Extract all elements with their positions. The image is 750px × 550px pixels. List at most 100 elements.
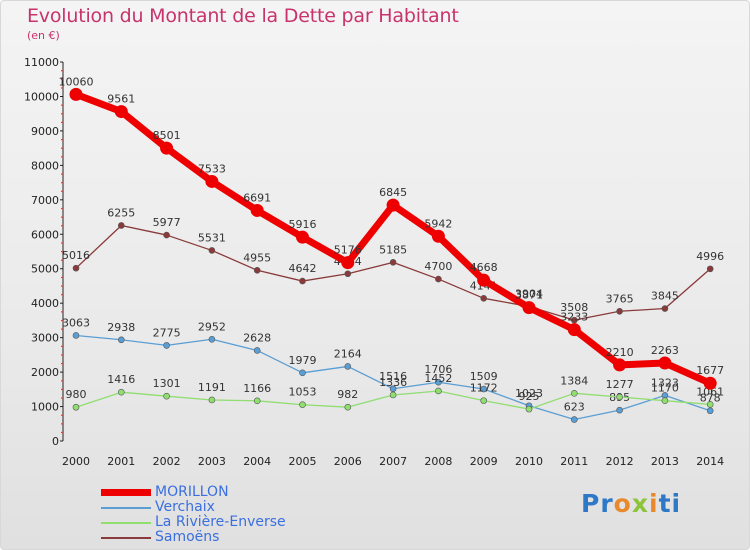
- data-point: [431, 229, 445, 243]
- data-point: [386, 198, 400, 212]
- y-minor-tick: [61, 276, 63, 279]
- data-label: 925: [519, 390, 540, 403]
- data-label: 1023: [515, 387, 543, 400]
- data-label: 4955: [243, 251, 271, 264]
- data-label: 3233: [560, 311, 588, 324]
- y-tick-label: 4000: [31, 297, 59, 310]
- data-point: [389, 391, 397, 399]
- y-minor-tick: [61, 362, 63, 365]
- line-chart: 0100020003000400050006000700080009000100…: [24, 56, 724, 468]
- data-label: 7533: [198, 162, 226, 175]
- y-minor-tick: [61, 431, 63, 434]
- data-label: 4700: [424, 260, 452, 273]
- y-tick-label: 0: [52, 435, 59, 448]
- y-minor-tick: [61, 139, 63, 141]
- legend-item: La Rivière-Enverse: [101, 515, 341, 530]
- y-minor-tick: [61, 328, 63, 330]
- data-label: 1509: [470, 370, 498, 383]
- brand-part: x: [631, 489, 649, 518]
- data-point: [616, 393, 623, 401]
- data-label: 1323: [651, 376, 679, 389]
- brand-logo: Proxiti: [581, 489, 681, 518]
- x-tick-label: 2005: [289, 455, 317, 468]
- data-point: [341, 256, 355, 270]
- x-tick-label: 2011: [560, 455, 588, 468]
- data-point: [296, 230, 309, 244]
- y-tick-label: 1000: [31, 401, 59, 414]
- y-minor-tick: [61, 397, 63, 399]
- data-label: 2952: [198, 320, 226, 333]
- series-samo-ns: 5016625559775531495546424854518547004141…: [62, 206, 724, 324]
- y-minor-tick: [61, 87, 63, 89]
- x-tick-label: 2007: [379, 455, 407, 468]
- y-minor-tick: [61, 380, 63, 382]
- data-label: 6845: [379, 186, 407, 199]
- data-point: [480, 295, 488, 302]
- chart-legend: MORILLON Verchaix La Rivière-Enverse Samoën…: [101, 485, 341, 545]
- data-point: [299, 277, 306, 285]
- data-label: 5977: [153, 216, 181, 229]
- y-minor-tick: [61, 388, 63, 391]
- chart-subtitle: (en €): [27, 29, 60, 42]
- y-minor-tick: [61, 147, 63, 149]
- data-point: [570, 416, 578, 423]
- legend-swatch: [101, 489, 151, 496]
- y-minor-tick: [61, 294, 63, 296]
- data-label: 982: [337, 388, 358, 401]
- brand-part: ti: [658, 489, 682, 518]
- data-point: [522, 301, 536, 315]
- legend-item: Verchaix: [101, 500, 341, 515]
- data-label: 1277: [606, 378, 634, 391]
- y-minor-tick: [61, 225, 63, 227]
- x-tick-label: 2009: [470, 455, 498, 468]
- y-tick-label: 8000: [31, 159, 59, 172]
- y-minor-tick: [61, 216, 63, 218]
- data-label: 2263: [651, 344, 679, 357]
- legend-label: Verchaix: [155, 499, 215, 515]
- x-tick-label: 2000: [62, 455, 90, 468]
- x-tick-label: 2014: [696, 455, 724, 468]
- data-point: [435, 275, 442, 283]
- y-minor-tick: [61, 345, 63, 347]
- data-label: 1053: [289, 386, 317, 399]
- data-label: 2628: [243, 331, 271, 344]
- data-label: 1384: [560, 374, 588, 387]
- legend-label: Samoëns: [155, 529, 220, 545]
- data-label: 1979: [289, 354, 317, 367]
- data-label: 1516: [379, 370, 407, 383]
- y-minor-tick: [61, 311, 63, 313]
- data-point: [72, 403, 80, 411]
- data-label: 1416: [107, 373, 135, 386]
- data-label: 1166: [243, 382, 271, 395]
- x-tick-label: 2013: [651, 455, 679, 468]
- data-point: [613, 358, 627, 372]
- y-minor-tick: [61, 423, 63, 425]
- y-minor-tick: [61, 414, 63, 416]
- data-label: 2164: [334, 347, 362, 360]
- data-label: 1061: [696, 385, 724, 398]
- data-label: 8501: [153, 129, 181, 142]
- data-label: 1336: [379, 376, 407, 389]
- data-label: 5531: [198, 231, 226, 244]
- data-point: [253, 397, 261, 405]
- data-label: 1191: [198, 381, 226, 394]
- series-la-rivi-re-enverse: 980 1416 1301 1191 1166 1053 982 1336 1452 1172 92…: [66, 372, 724, 413]
- data-point: [435, 387, 442, 395]
- data-label: 1172: [470, 382, 498, 395]
- data-label: 1706: [424, 363, 452, 376]
- y-minor-tick: [61, 173, 63, 175]
- y-minor-tick: [61, 259, 63, 261]
- data-point: [567, 323, 581, 337]
- x-tick-label: 2003: [198, 455, 226, 468]
- legend-swatch: [101, 537, 151, 539]
- legend-label: MORILLON: [155, 484, 229, 500]
- data-label: 1677: [696, 364, 724, 377]
- x-tick-label: 2010: [515, 455, 543, 468]
- data-point: [661, 305, 669, 312]
- data-label: 5916: [289, 218, 317, 231]
- data-point: [118, 388, 125, 396]
- data-point: [706, 265, 714, 273]
- data-point: [205, 174, 219, 188]
- chart-title: Evolution du Montant de la Dette par Hab…: [27, 5, 459, 27]
